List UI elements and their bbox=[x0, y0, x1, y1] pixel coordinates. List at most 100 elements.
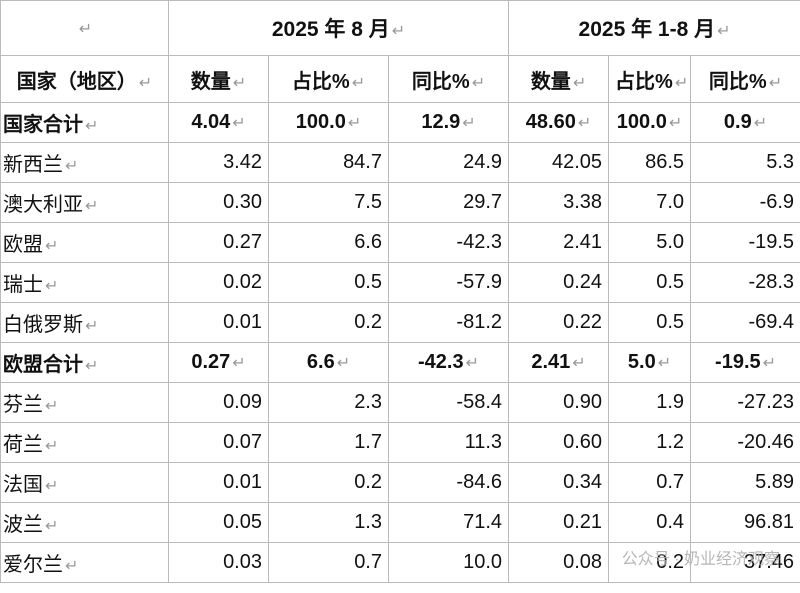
cell-text: 4.04 bbox=[191, 111, 231, 133]
cell-text: 爱尔兰 bbox=[3, 554, 63, 576]
cell-text: 0.08 bbox=[563, 551, 603, 573]
table-cell: 爱尔兰 ↵ bbox=[0, 542, 169, 583]
table-cell: 100.0 ↵ bbox=[268, 102, 389, 143]
cell-text: 欧盟 bbox=[3, 234, 43, 256]
paragraph-mark: ↵ bbox=[674, 74, 689, 92]
paragraph-mark: ↵ bbox=[65, 558, 79, 575]
cell-text: 48.60 bbox=[525, 111, 576, 133]
cell-text: 澳大利亚 bbox=[3, 194, 83, 216]
table-cell: 占比% ↵ bbox=[608, 55, 692, 103]
table-cell: -42.3 bbox=[387, 222, 510, 263]
table-cell: 数量 ↵ bbox=[508, 55, 610, 103]
cell-text: 5.0 bbox=[627, 351, 656, 373]
table-cell: 同比% ↵ bbox=[690, 55, 800, 103]
table-cell: 5.0 bbox=[608, 222, 692, 263]
table-cell: -84.6 bbox=[387, 462, 510, 503]
cell-text: 0.02 bbox=[223, 271, 262, 293]
cell-text: 数量 bbox=[530, 70, 571, 93]
cell-text: -6.9 bbox=[759, 191, 795, 213]
cell-text: 0.03 bbox=[223, 551, 262, 573]
cell-text: 占比% bbox=[291, 70, 350, 93]
table-cell: 48.60 ↵ bbox=[508, 102, 610, 143]
cell-text: -20.46 bbox=[737, 431, 795, 453]
table-cell: 6.6 bbox=[268, 222, 389, 263]
cell-text: 同比% bbox=[411, 70, 470, 93]
cell-text: 29.7 bbox=[463, 191, 503, 213]
cell-text: 10.0 bbox=[463, 551, 503, 573]
table-cell: 荷兰 ↵ bbox=[0, 422, 169, 463]
table-cell: -42.3 ↵ bbox=[387, 342, 510, 383]
table-cell: 0.5 bbox=[608, 262, 692, 303]
paragraph-mark: ↵ bbox=[717, 23, 731, 40]
cell-text: 71.4 bbox=[463, 511, 503, 533]
cell-text: 白俄罗斯 bbox=[3, 314, 83, 336]
paragraph-mark: ↵ bbox=[45, 398, 59, 415]
table-cell: 71.4 bbox=[387, 502, 510, 543]
cell-text: 86.5 bbox=[645, 151, 685, 173]
paragraph-mark: ↵ bbox=[465, 355, 479, 372]
cell-text: 6.6 bbox=[354, 231, 382, 253]
table-cell: 芬兰 ↵ bbox=[0, 382, 169, 423]
table-cell: 0.5 bbox=[608, 302, 692, 343]
cell-text: 1.7 bbox=[354, 431, 382, 453]
cell-text: 0.9 bbox=[723, 111, 752, 133]
paragraph-mark: ↵ bbox=[753, 115, 768, 132]
table-row: 白俄罗斯 ↵ 0.01 0.2 -81.2 0.22 0.5 -69.4 bbox=[0, 302, 800, 343]
table-cell: 白俄罗斯 ↵ bbox=[0, 302, 169, 343]
cell-text: 国家合计 bbox=[3, 114, 83, 136]
table-cell: 0.03 bbox=[168, 542, 269, 583]
table-cell: 0.05 bbox=[168, 502, 269, 543]
cell-text: 6.6 bbox=[306, 351, 335, 373]
paragraph-mark: ↵ bbox=[577, 115, 592, 132]
paragraph-mark: ↵ bbox=[336, 355, 351, 372]
table-row: 新西兰 ↵ 3.42 84.7 24.9 42.05 86.5 5.3 bbox=[0, 142, 800, 183]
paragraph-mark: ↵ bbox=[85, 358, 99, 375]
cell-text: -81.2 bbox=[456, 311, 503, 333]
cell-text: 0.2 bbox=[354, 471, 382, 493]
table-cell: 2.41 ↵ bbox=[508, 342, 610, 383]
header-row: 国家（地区） ↵ 数量 ↵ 占比% ↵ 同比% ↵ 数量 ↵ 占比% ↵ 同比% ↵ bbox=[0, 55, 800, 103]
paragraph-mark: ↵ bbox=[232, 115, 246, 132]
table-cell: 0.60 bbox=[508, 422, 610, 463]
cell-text: 荷兰 bbox=[3, 434, 43, 456]
cell-text: 1.3 bbox=[354, 511, 382, 533]
table-cell: 新西兰 ↵ bbox=[0, 142, 169, 183]
table-cell: 7.0 bbox=[608, 182, 692, 223]
table-cell: 0.01 bbox=[168, 302, 269, 343]
table-cell: 国家（地区） ↵ bbox=[0, 55, 169, 103]
cell-text: -27.23 bbox=[737, 391, 795, 413]
paragraph-mark: ↵ bbox=[65, 158, 79, 175]
table-cell: 24.9 bbox=[387, 142, 510, 183]
table-cell: 占比% ↵ bbox=[268, 55, 389, 103]
cell-text: 24.9 bbox=[463, 151, 503, 173]
table-cell: -27.23 bbox=[690, 382, 800, 423]
table-cell: 欧盟合计 ↵ bbox=[0, 342, 169, 383]
cell-text: 5.89 bbox=[755, 471, 795, 493]
table-cell: 澳大利亚 ↵ bbox=[0, 182, 169, 223]
paragraph-mark: ↵ bbox=[471, 74, 486, 92]
cell-text: 2025 年 1-8 月 bbox=[578, 18, 716, 41]
table-cell: 3.42 bbox=[168, 142, 269, 183]
table-cell: 2.41 bbox=[508, 222, 610, 263]
cell-text: 新西兰 bbox=[3, 154, 63, 176]
cell-text: 欧盟合计 bbox=[3, 354, 83, 376]
table-row: 欧盟合计 ↵ 0.27 ↵ 6.6 ↵ -42.3 ↵ 2.41 ↵ 5.0 ↵ -19.5 ↵ bbox=[0, 342, 800, 383]
cell-text: 0.30 bbox=[223, 191, 262, 213]
cell-text: 2.41 bbox=[563, 231, 603, 253]
table-row: 国家合计 ↵ 4.04 ↵ 100.0 ↵ 12.9 ↵ 48.60 ↵ 100.0 ↵ 0.9 ↵ bbox=[0, 102, 800, 143]
cell-text: 100.0 bbox=[295, 111, 346, 133]
cell-text: 0.2 bbox=[656, 551, 685, 573]
cell-text: 0.21 bbox=[563, 511, 603, 533]
cell-text: 37.46 bbox=[743, 551, 795, 573]
table-cell: 0.07 bbox=[168, 422, 269, 463]
cell-text: -69.4 bbox=[748, 311, 795, 333]
table-cell: 86.5 bbox=[608, 142, 692, 183]
cell-text: 84.7 bbox=[343, 151, 382, 173]
table-cell: -57.9 bbox=[387, 262, 510, 303]
table-cell: 欧盟 ↵ bbox=[0, 222, 169, 263]
paragraph-mark: ↵ bbox=[45, 518, 59, 535]
cell-text: -28.3 bbox=[748, 271, 795, 293]
table-cell: 0.09 bbox=[168, 382, 269, 423]
table-cell: 0.2 bbox=[608, 542, 692, 583]
